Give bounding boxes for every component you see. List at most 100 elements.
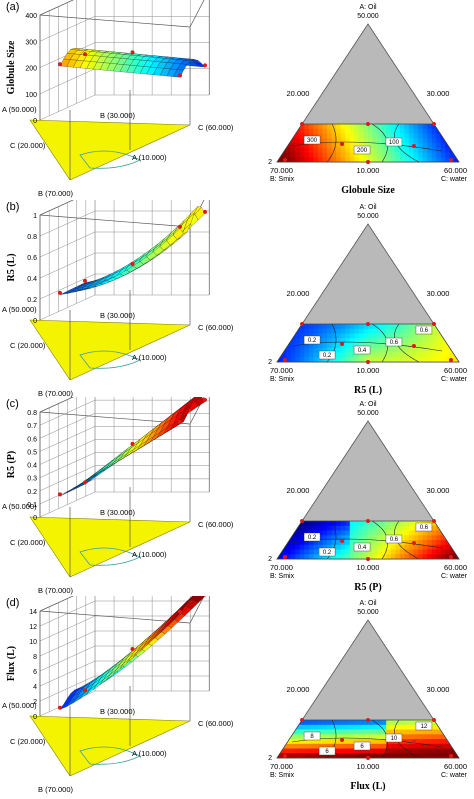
axis-c-high-label: C (60.000) xyxy=(198,520,234,529)
contour-value-label: 0.6 xyxy=(390,340,399,346)
z-tick-label: 0.1 xyxy=(27,502,37,509)
response-surface xyxy=(59,48,206,78)
z-tick-label: 0.6 xyxy=(27,436,37,443)
design-point xyxy=(300,322,305,326)
contour-value-label: 300 xyxy=(307,138,318,144)
panel-a: (a) 0 100 200 300 400 Globule Size A (50.000) A … xyxy=(0,0,474,200)
design-point xyxy=(178,224,182,229)
contour-value-label: 0.6 xyxy=(420,525,429,531)
contour-label-box xyxy=(415,721,433,731)
contour-label-box xyxy=(318,350,336,360)
contour-label-box xyxy=(318,547,336,557)
corner-label: 2 xyxy=(268,556,272,563)
axis-a-high-label: A (50.000) xyxy=(2,305,37,314)
contour-label-box xyxy=(353,145,371,155)
vertex-b-label: B: Smix xyxy=(270,176,295,183)
vertex-c-label: C: water xyxy=(441,573,468,580)
vertex-b-value: 70.000 xyxy=(270,563,293,572)
axis-c-high-label: C (60.000) xyxy=(198,323,234,332)
z-tick-label: 0.3 xyxy=(27,476,37,483)
contour-label-box xyxy=(303,731,321,741)
axis-c-low-label: C (20.000) xyxy=(10,538,46,547)
contour-label-box xyxy=(303,135,321,145)
z-tick-label: 0.2 xyxy=(27,297,37,304)
z-tick-label: 0 xyxy=(33,118,37,125)
z-tick-label: 0 xyxy=(33,714,37,721)
surface-plot: 0 100 200 300 400 Globule Size A (50.000) A (10… xyxy=(2,0,234,198)
axis-b-high-label: B (70.000) xyxy=(38,586,74,595)
box-frame xyxy=(39,596,210,776)
vertex-a-label: A: Oil xyxy=(359,204,377,211)
design-point xyxy=(83,52,87,57)
edge-label-bottom: 10.000 xyxy=(357,366,380,375)
base-triangle xyxy=(29,715,191,777)
design-point xyxy=(58,62,62,67)
corner-label: 2 xyxy=(268,755,272,762)
axis-b-low-label: B (30.000) xyxy=(100,508,136,517)
design-point xyxy=(300,718,305,722)
axis-b-low-label: B (30.000) xyxy=(100,111,136,120)
vertex-b-value: 70.000 xyxy=(270,366,293,375)
vertex-a-value: 50.000 xyxy=(357,13,379,20)
contour-value-label: 0.2 xyxy=(323,353,332,359)
vertex-c-label: C: water xyxy=(441,376,468,383)
vertex-b-value: 70.000 xyxy=(270,166,293,175)
design-point xyxy=(449,754,453,758)
design-point xyxy=(366,519,370,523)
feasible-region xyxy=(277,324,459,362)
axis-a-low-label: A (10.000) xyxy=(132,153,167,162)
design-point xyxy=(83,480,87,485)
design-point xyxy=(58,492,62,497)
design-point xyxy=(340,539,345,543)
design-point xyxy=(203,209,207,214)
z-tick-label: 0 xyxy=(33,318,37,325)
contour-value-label: 0.6 xyxy=(420,328,429,334)
z-tick-label: 2 xyxy=(33,699,37,706)
contour-value-label: 0.2 xyxy=(323,550,332,556)
z-tick-label: 0.5 xyxy=(27,449,37,456)
design-point xyxy=(411,344,416,348)
design-point xyxy=(178,420,182,425)
contour-value-label: 0.2 xyxy=(308,535,317,541)
z-tick-label: 8 xyxy=(33,654,37,661)
design-point xyxy=(340,738,345,742)
grid-walls xyxy=(39,200,210,321)
axis-c-high-label: C (60.000) xyxy=(198,123,234,132)
floor-contour xyxy=(79,150,141,169)
z-tick-label: 0.4 xyxy=(27,276,37,283)
z-tick-label: 0.6 xyxy=(27,255,37,262)
z-tick-label: 4 xyxy=(33,684,37,691)
base-triangle xyxy=(29,119,191,181)
design-point xyxy=(178,73,182,78)
z-tick-label: 0.2 xyxy=(27,489,37,496)
vertex-c-value: 60.000 xyxy=(444,762,467,771)
design-point xyxy=(130,646,135,651)
design-point xyxy=(83,278,87,283)
vertex-c-label: C: water xyxy=(441,176,468,183)
contour-plot-title: R5 (P) xyxy=(354,582,382,593)
edge-label-right: 30.000 xyxy=(427,486,450,495)
vertex-c-value: 60.000 xyxy=(444,563,467,572)
axis-b-high-label: B (70.000) xyxy=(38,389,74,398)
contour-value-label: 0.4 xyxy=(358,545,367,551)
y-axis-label: R5 (L) xyxy=(6,253,17,281)
edge-label-right: 30.000 xyxy=(427,685,450,694)
design-point xyxy=(366,756,370,760)
floor-contour xyxy=(79,547,141,566)
design-point xyxy=(300,519,305,523)
contour-plot-title: Flux (L) xyxy=(350,781,385,792)
contour-label-box xyxy=(303,532,321,542)
design-point xyxy=(58,705,62,710)
panel-d: (d) 0 2 4 6 8 10 12 14 Flux (L) A (50.000) A (10.00… xyxy=(0,596,474,796)
surface-plot: 0 0.1 0.2 0.3 0.4 0.5 0.6 0.7 0.8 R5 (P) A (50.000… xyxy=(2,397,234,595)
axis-b-high-label: B (70.000) xyxy=(38,189,74,198)
ternary-contour-plot: 0.2 0.4 0.6 0.6 0.2 A: Oil 50.000 20.000 30.000 1… xyxy=(268,401,468,593)
design-point xyxy=(449,555,453,559)
base-triangle xyxy=(29,516,191,578)
base-triangle xyxy=(29,319,191,381)
design-point xyxy=(366,122,370,126)
z-tick-label: 6 xyxy=(33,669,37,676)
design-point xyxy=(449,158,453,162)
vertex-a-label: A: Oil xyxy=(359,401,377,408)
y-axis-label: Globule Size xyxy=(6,40,17,94)
